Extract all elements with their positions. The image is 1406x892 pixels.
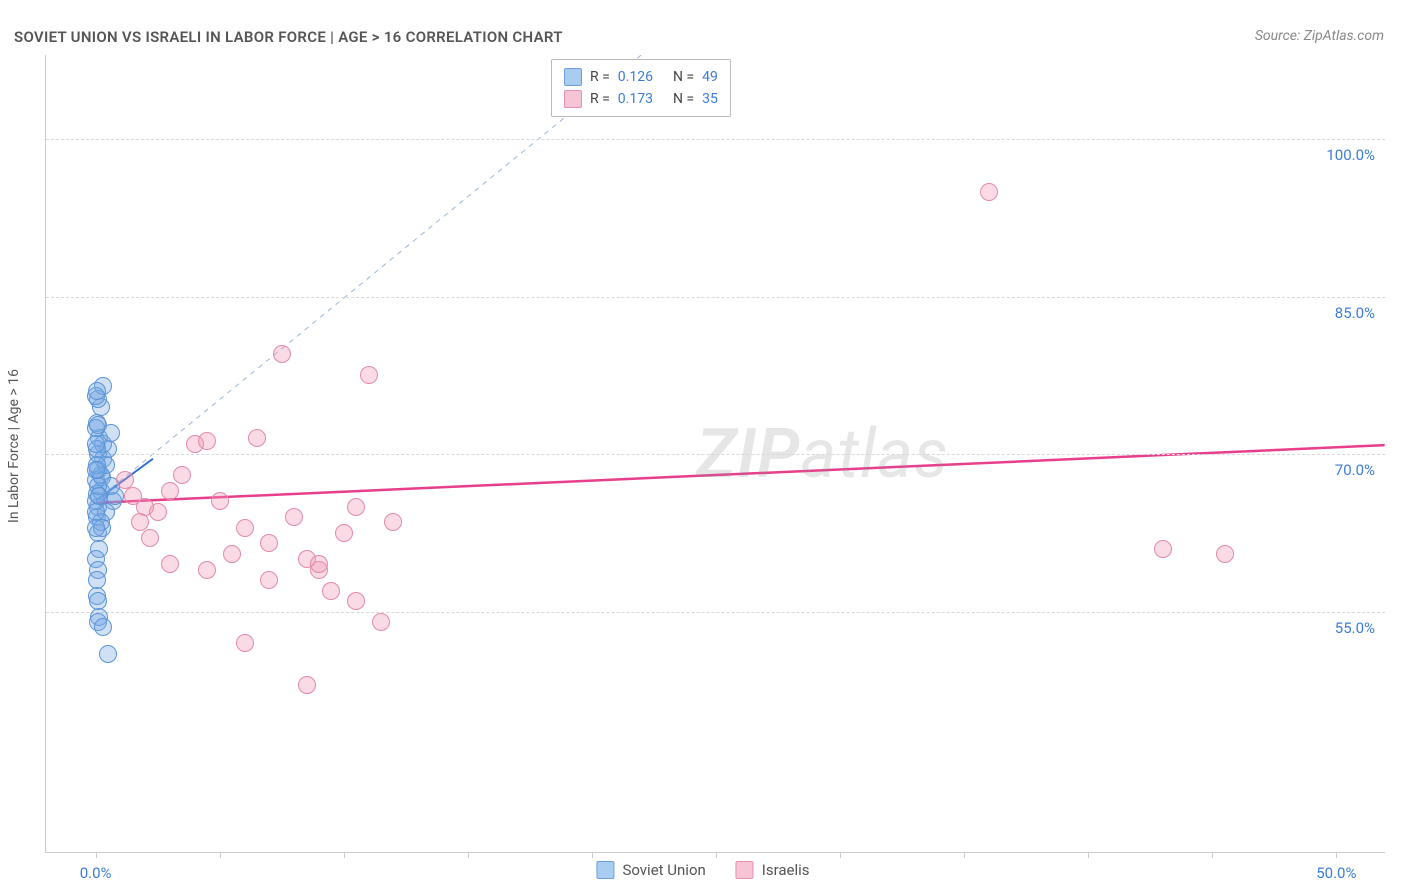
x-tick <box>468 852 469 858</box>
data-point <box>347 592 365 610</box>
data-point <box>94 618 112 636</box>
data-point <box>131 513 149 531</box>
data-point <box>89 592 107 610</box>
gridline-h <box>46 454 1385 455</box>
x-tick <box>220 852 221 858</box>
data-point <box>198 432 216 450</box>
y-axis-label: In Labor Force | Age > 16 <box>6 369 22 523</box>
data-point <box>273 345 291 363</box>
x-tick <box>716 852 717 858</box>
data-point <box>87 519 105 537</box>
r-value: 0.126 <box>618 69 653 85</box>
x-tick <box>964 852 965 858</box>
r-label: R = <box>590 91 610 107</box>
chart-title: SOVIET UNION VS ISRAELI IN LABOR FORCE |… <box>14 28 563 46</box>
data-point <box>236 634 254 652</box>
data-point <box>141 529 159 547</box>
data-point <box>161 555 179 573</box>
data-point <box>980 183 998 201</box>
data-point <box>89 416 107 434</box>
data-point <box>198 561 216 579</box>
legend-label: Israelis <box>762 861 810 879</box>
data-point <box>335 524 353 542</box>
data-point <box>285 508 303 526</box>
data-point <box>260 571 278 589</box>
gridline-h <box>46 612 1385 613</box>
data-point <box>99 645 117 663</box>
x-tick-label: 0.0% <box>80 864 112 882</box>
data-point <box>384 513 402 531</box>
x-tick <box>344 852 345 858</box>
legend-bottom: Soviet Union Israelis <box>596 861 809 879</box>
legend-swatch <box>596 861 614 879</box>
data-point <box>360 366 378 384</box>
plot-area: ZIPatlas R = 0.126N = 49R = 0.173N = 35 … <box>45 55 1385 853</box>
legend-item: Israelis <box>736 861 810 879</box>
x-tick <box>840 852 841 858</box>
data-point <box>298 676 316 694</box>
data-point <box>116 471 134 489</box>
legend-correlation-row: R = 0.173 N = 35 <box>564 88 718 110</box>
data-point <box>161 482 179 500</box>
r-value: 0.173 <box>618 91 653 107</box>
data-point <box>211 492 229 510</box>
legend-swatch <box>564 68 582 86</box>
x-tick-label: 50.0% <box>1316 864 1356 882</box>
legend-item: Soviet Union <box>596 861 705 879</box>
legend-swatch <box>736 861 754 879</box>
r-label: R = <box>590 69 610 85</box>
legend-label: Soviet Union <box>622 861 705 879</box>
data-point <box>87 461 105 479</box>
legend-correlation-row: R = 0.126 N = 49 <box>564 66 718 88</box>
n-value: 49 <box>702 69 718 85</box>
data-point <box>322 582 340 600</box>
x-tick <box>96 852 97 858</box>
x-tick <box>592 852 593 858</box>
y-tick-label: 85.0% <box>1335 304 1375 322</box>
data-point <box>1216 545 1234 563</box>
data-point <box>248 429 266 447</box>
data-point <box>260 534 278 552</box>
x-tick <box>1336 852 1337 858</box>
y-tick-label: 55.0% <box>1335 619 1375 637</box>
legend-correlation: R = 0.126 N = 49 R = 0.173 N = 35 <box>551 59 731 117</box>
x-tick <box>1212 852 1213 858</box>
legend-swatch <box>564 90 582 108</box>
data-point <box>223 545 241 563</box>
data-point <box>236 519 254 537</box>
y-tick-label: 100.0% <box>1326 146 1375 164</box>
x-tick <box>1088 852 1089 858</box>
data-point <box>347 498 365 516</box>
data-point <box>149 503 167 521</box>
data-point <box>88 382 106 400</box>
data-point <box>173 466 191 484</box>
source-label: Source: ZipAtlas.com <box>1255 28 1384 44</box>
y-tick-label: 70.0% <box>1335 461 1375 479</box>
n-label: N = <box>673 69 694 85</box>
data-point <box>87 435 105 453</box>
data-point <box>372 613 390 631</box>
gridline-h <box>46 297 1385 298</box>
gridline-h <box>46 139 1385 140</box>
n-label: N = <box>673 91 694 107</box>
data-point <box>1154 540 1172 558</box>
data-point <box>310 555 328 573</box>
n-value: 35 <box>702 91 718 107</box>
